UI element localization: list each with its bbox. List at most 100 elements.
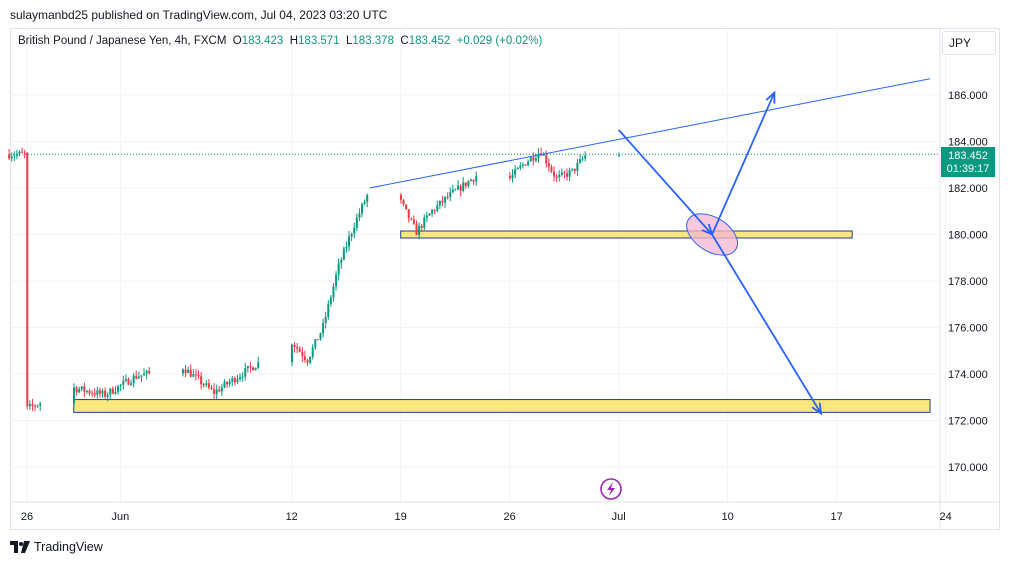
candle-body (220, 387, 223, 392)
candle-body (446, 196, 449, 198)
candle-body (467, 181, 470, 186)
candle-body (415, 224, 418, 235)
drawings (369, 78, 931, 416)
grid (10, 28, 947, 502)
candle-body (420, 225, 423, 228)
candle-body (252, 367, 255, 371)
candle-body (441, 200, 444, 203)
y-tick-label: 186.000 (948, 90, 988, 102)
y-tick-label: 180.000 (948, 230, 988, 242)
price-axis: 186.000 184.000 182.000 180.000 178.000 176.0… (948, 90, 988, 474)
candle-body (407, 209, 410, 219)
candle-body (111, 388, 114, 394)
candle-body (130, 383, 133, 385)
candle-body (10, 156, 13, 159)
candle-body (28, 404, 31, 407)
candle-body (309, 356, 312, 363)
ohlc-low: 183.378 (352, 35, 394, 47)
candle-body (464, 182, 467, 186)
candle-body (514, 169, 517, 175)
candle-body (459, 185, 462, 191)
candle-body (322, 323, 325, 334)
candle-body (316, 339, 319, 341)
candle-body (332, 286, 335, 298)
lightning-icon[interactable] (600, 478, 622, 500)
ohlc-low-label: L (346, 35, 353, 47)
candle-body (449, 192, 452, 198)
candle-body (529, 157, 532, 162)
candle-body (101, 390, 104, 394)
x-tick-label: 10 (722, 511, 734, 523)
candle-body (314, 339, 317, 348)
candle-body (106, 394, 109, 397)
candle-body (527, 161, 530, 166)
candle-body (573, 168, 576, 171)
y-tick-label: 178.000 (948, 276, 988, 288)
candle-body (402, 199, 405, 205)
candle-body (553, 171, 556, 177)
candle-body (210, 387, 213, 389)
candle-body (233, 378, 236, 383)
candle-body (508, 176, 511, 179)
candle-body (244, 368, 247, 377)
x-tick-label: Jul (612, 511, 626, 523)
candle-body (571, 168, 574, 171)
candle-body (475, 176, 478, 182)
candle-body (135, 375, 138, 379)
y-tick-label: 182.000 (948, 183, 988, 195)
x-tick-label: 17 (831, 511, 843, 523)
candle-body (184, 369, 187, 374)
footer-brand-label: TradingView (34, 540, 103, 554)
candle-body (23, 152, 26, 154)
candle-body (428, 213, 431, 216)
candle-body (410, 218, 413, 220)
candle-body (88, 390, 91, 394)
candle-body (329, 297, 332, 304)
ohlc-open-label: O (232, 35, 242, 47)
candle-body (226, 381, 229, 385)
candle-body (36, 405, 39, 407)
candle-body (462, 182, 465, 191)
arrow-down-target-head (811, 402, 823, 416)
arrow-down-target (711, 234, 822, 414)
candle-body (516, 167, 519, 170)
candle-body (511, 174, 514, 179)
candle-body (96, 390, 99, 395)
candle-body (21, 151, 24, 153)
candle-body (425, 215, 428, 218)
candle-body (124, 379, 127, 381)
candle-body (290, 344, 293, 363)
candle-body (78, 389, 81, 393)
candle-body (617, 155, 620, 157)
candle-body (576, 162, 579, 171)
candle-body (207, 383, 210, 388)
candle-body (433, 210, 436, 212)
candle-body (143, 373, 146, 376)
candle-body (8, 154, 11, 159)
candle-body (13, 155, 16, 157)
candle-body (311, 347, 314, 357)
candle-body (213, 388, 216, 394)
candle-body (319, 333, 322, 340)
candle-body (454, 189, 457, 191)
candle-body (303, 356, 306, 361)
candle-body (563, 172, 566, 174)
candle-body (348, 236, 351, 247)
candle-body (542, 154, 545, 156)
candle-body (418, 225, 421, 235)
candle-body (72, 387, 75, 404)
candle-body (324, 316, 327, 324)
candle-body (91, 393, 94, 395)
currency-button[interactable]: JPY (942, 31, 996, 55)
x-tick-label: 12 (286, 511, 298, 523)
candle-body (246, 366, 249, 369)
candle-body (148, 370, 151, 374)
candle-body (228, 381, 231, 385)
arrow-up-target-head (765, 90, 776, 104)
candle-body (26, 152, 29, 407)
candle-body (75, 387, 78, 393)
candle-body (568, 170, 571, 177)
candle-body (353, 227, 356, 234)
candle-body (205, 383, 208, 386)
